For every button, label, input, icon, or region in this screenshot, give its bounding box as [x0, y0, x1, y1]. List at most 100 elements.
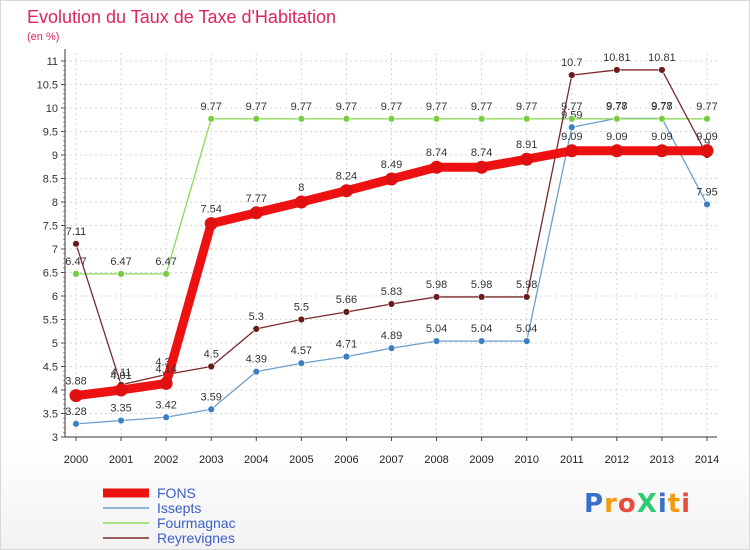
data-label-fons: 8.74 — [426, 147, 447, 159]
data-label-reyrevignes: 10.7 — [561, 57, 582, 69]
data-point-reyrevignes — [207, 362, 215, 371]
data-label-issepts: 5.04 — [516, 323, 537, 335]
data-label-fourmagnac: 9.77 — [426, 101, 447, 113]
x-tick-label: 2012 — [605, 454, 629, 466]
data-point-fourmagnac — [207, 115, 215, 123]
data-label-fons: 8.24 — [336, 171, 357, 183]
y-tick-label: 8 — [52, 197, 58, 209]
data-point-fourmagnac — [703, 115, 711, 123]
x-tick-label: 2009 — [469, 454, 493, 466]
y-tick-label: 10.5 — [37, 80, 58, 92]
data-point-fons — [159, 376, 173, 390]
chart-subtitle: (en %) — [27, 31, 60, 43]
data-point-fons — [655, 144, 669, 158]
data-label-issepts: 5.04 — [426, 323, 447, 335]
data-label-reyrevignes: 5.83 — [381, 286, 402, 298]
data-label-reyrevignes: 5.98 — [471, 279, 492, 291]
data-point-fons — [294, 195, 308, 209]
data-label-fons: 4.14 — [155, 363, 176, 375]
data-label-fourmagnac: 9.77 — [471, 101, 492, 113]
data-label-reyrevignes: 5.66 — [336, 294, 357, 306]
data-label-fourmagnac: 9.77 — [606, 101, 627, 113]
data-point-issepts — [342, 352, 351, 361]
data-label-fourmagnac: 9.77 — [651, 101, 672, 113]
data-label-fons: 8.49 — [381, 159, 402, 171]
y-tick-label: 11 — [47, 56, 58, 68]
y-tick-label: 6 — [52, 291, 58, 303]
x-tick-label: 2013 — [650, 454, 674, 466]
data-label-fons: 9.09 — [651, 131, 672, 143]
x-tick-label: 2001 — [109, 454, 133, 466]
data-label-fourmagnac: 6.47 — [110, 256, 131, 268]
x-tick-label: 2006 — [334, 454, 358, 466]
data-label-fons: 9.09 — [561, 131, 582, 143]
data-label-fons: 7.54 — [201, 204, 222, 216]
data-point-fourmagnac — [477, 115, 486, 123]
data-point-fourmagnac — [252, 115, 260, 123]
y-tick-label: 5 — [52, 338, 58, 350]
y-tick-label: 3.5 — [43, 409, 58, 421]
data-label-fons: 3.88 — [65, 376, 86, 388]
data-label-fons: 9.09 — [696, 131, 717, 143]
data-label-issepts: 4.89 — [381, 330, 402, 342]
data-point-fons — [249, 206, 263, 220]
x-tick-label: 2007 — [379, 454, 403, 466]
data-point-fons — [114, 383, 128, 397]
data-point-fons — [430, 160, 444, 174]
data-point-fons — [204, 217, 218, 231]
data-label-fons: 7.77 — [246, 193, 267, 205]
data-label-issepts: 5.04 — [471, 323, 492, 335]
y-tick-label: 3 — [52, 432, 58, 444]
logo-letter: i — [657, 489, 668, 519]
legend-label: Reyrevignes — [157, 530, 235, 546]
data-point-issepts — [162, 413, 170, 421]
data-point-fons — [520, 152, 534, 166]
x-tick-label: 2003 — [199, 454, 223, 466]
data-point-issepts — [387, 344, 396, 352]
y-tick-label: 6.5 — [43, 268, 58, 280]
logo-letter: i — [681, 489, 692, 519]
data-point-reyrevignes — [613, 66, 621, 74]
data-point-reyrevignes — [523, 293, 531, 301]
data-point-fons — [339, 184, 353, 198]
data-label-fourmagnac: 6.47 — [155, 256, 176, 268]
logo-letter: t — [667, 489, 682, 519]
data-label-issepts: 9.78 — [651, 100, 672, 112]
logo-letter: P — [584, 489, 605, 519]
data-label-fourmagnac: 9.77 — [201, 101, 222, 113]
data-point-fourmagnac — [432, 115, 441, 123]
data-point-reyrevignes — [252, 325, 260, 333]
data-point-fourmagnac — [613, 115, 621, 123]
data-point-fourmagnac — [72, 270, 80, 278]
data-point-fourmagnac — [658, 115, 666, 123]
data-label-fourmagnac: 9.77 — [381, 101, 402, 113]
x-tick-label: 2002 — [154, 454, 178, 466]
y-tick-label: 4 — [52, 385, 58, 397]
data-label-reyrevignes: 10.81 — [648, 52, 676, 64]
y-tick-label: 8.5 — [43, 174, 58, 186]
data-label-fourmagnac: 9.77 — [336, 101, 357, 113]
data-point-fons — [385, 172, 398, 186]
data-label-reyrevignes: 5.3 — [249, 311, 264, 323]
x-tick-label: 2005 — [289, 454, 313, 466]
data-point-fourmagnac — [523, 115, 531, 123]
data-point-fourmagnac — [117, 270, 125, 278]
data-point-reyrevignes — [72, 240, 80, 248]
x-tick-label: 2014 — [695, 454, 719, 466]
data-point-reyrevignes — [342, 308, 351, 316]
data-label-reyrevignes: 9 — [704, 137, 710, 149]
data-point-fons — [700, 144, 714, 158]
data-point-fons — [610, 144, 624, 158]
data-label-fons: 4.01 — [110, 370, 131, 382]
data-label-reyrevignes: 4.11 — [111, 367, 132, 379]
data-point-reyrevignes — [297, 315, 306, 324]
data-point-reyrevignes — [658, 66, 666, 74]
chart-title: Evolution du Taux de Taxe d'Habitation — [27, 7, 336, 27]
legend-label: Fourmagnac — [157, 515, 236, 531]
data-label-reyrevignes: 5.5 — [294, 302, 309, 314]
data-point-issepts — [72, 420, 80, 428]
data-point-issepts — [207, 405, 215, 413]
data-point-reyrevignes — [477, 293, 486, 301]
legend-label: Issepts — [157, 500, 201, 516]
